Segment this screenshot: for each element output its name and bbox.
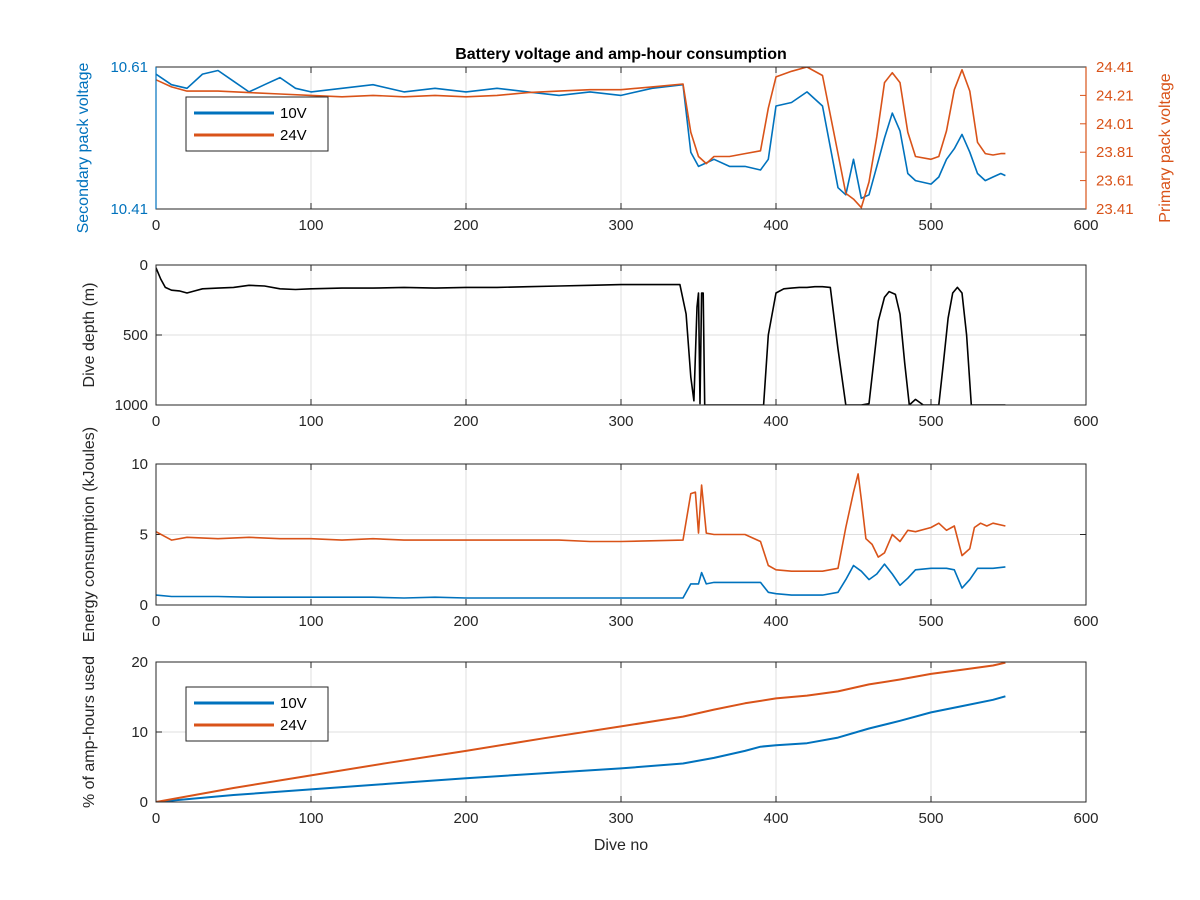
x-tick-label: 400 — [763, 217, 788, 234]
y-right-tick-label: 24.41 — [1096, 59, 1134, 76]
y-tick-label: 10.61 — [110, 59, 148, 76]
y-right-tick-label: 23.61 — [1096, 173, 1134, 190]
legend-label-24v: 24V — [280, 127, 307, 144]
y-right-tick-label: 24.21 — [1096, 87, 1134, 104]
panel-4: 0 100 200 300 400 500 600 0 10 20 % of amp-hours u… — [81, 654, 1099, 854]
x-tick-label: 200 — [453, 217, 478, 234]
x-tick-label: 500 — [918, 810, 943, 827]
series-line-1 — [156, 267, 1006, 405]
x-tick-label: 400 — [763, 613, 788, 630]
x-tick-label: 600 — [1073, 217, 1098, 234]
x-tick-label: 300 — [608, 810, 633, 827]
x-tick-label: 200 — [453, 413, 478, 430]
x-tick-label: 600 — [1073, 613, 1098, 630]
y-axis-label: Energy consumption (kJoules) — [81, 427, 98, 642]
x-tick-label: 100 — [298, 613, 323, 630]
x-tick-label: 600 — [1073, 413, 1098, 430]
x-tick-label: 100 — [298, 217, 323, 234]
x-tick-label: 600 — [1073, 810, 1098, 827]
y-tick-label: 10.41 — [110, 201, 148, 218]
series-line-24v — [156, 662, 1006, 802]
axes-frame — [155, 463, 1087, 606]
legend-label-10v: 10V — [280, 105, 307, 122]
x-tick-label: 0 — [152, 413, 160, 430]
axes-frame — [155, 661, 1087, 803]
panel-2: 0 100 200 300 400 500 600 0 500 1000 Dive depth (m… — [81, 257, 1099, 430]
y-right-tick-label: 23.81 — [1096, 144, 1134, 161]
series-line-24v — [156, 67, 1006, 209]
y-right-tick-label: 23.41 — [1096, 201, 1134, 218]
x-tick-label: 300 — [608, 413, 633, 430]
series-line-1 — [156, 473, 1006, 573]
x-tick-label: 500 — [918, 613, 943, 630]
series-group — [156, 473, 1006, 599]
series-line-2 — [156, 563, 1006, 599]
y-tick-label: 500 — [123, 327, 148, 344]
x-axis-label: Dive no — [594, 837, 648, 854]
legend-label-10v: 10V — [280, 695, 307, 712]
legend-label-24v: 24V — [280, 717, 307, 734]
x-tick-label: 100 — [298, 413, 323, 430]
y-tick-label: 0 — [140, 794, 148, 811]
y-tick-label: 1000 — [115, 397, 148, 414]
y-axis-label: Dive depth (m) — [81, 283, 98, 388]
y-tick-label: 5 — [140, 527, 148, 544]
y-tick-label: 10 — [131, 724, 148, 741]
chart-title: Battery voltage and amp-hour consumption — [455, 46, 787, 63]
y-tick-label: 20 — [131, 654, 148, 671]
x-tick-label: 0 — [152, 217, 160, 234]
panel-3: 0 100 200 300 400 500 600 0 5 10 Energy consumptio… — [81, 427, 1099, 642]
x-tick-label: 0 — [152, 613, 160, 630]
series-line-10v — [156, 69, 1006, 200]
y-axis-label: % of amp-hours used — [81, 656, 98, 808]
y-tick-label: 10 — [131, 456, 148, 473]
x-tick-label: 300 — [608, 217, 633, 234]
x-tick-label: 300 — [608, 613, 633, 630]
y-axis-label: Secondary pack voltage — [75, 63, 92, 234]
x-tick-label: 200 — [453, 613, 478, 630]
x-tick-label: 500 — [918, 217, 943, 234]
x-tick-label: 200 — [453, 810, 478, 827]
x-tick-label: 500 — [918, 413, 943, 430]
x-tick-label: 400 — [763, 810, 788, 827]
panel-1: 0 100 200 300 400 500 600 10.41 10.61 23.41 23.61 2… — [75, 46, 1174, 234]
y-right-axis-label: Primary pack voltage — [1157, 73, 1174, 222]
series-line-10v — [156, 695, 1006, 802]
series-group — [156, 67, 1006, 209]
x-tick-label: 0 — [152, 810, 160, 827]
y-tick-label: 0 — [140, 597, 148, 614]
axes-frame — [155, 264, 1087, 406]
legend-box — [185, 96, 329, 152]
y-tick-label: 0 — [140, 257, 148, 274]
series-group — [156, 662, 1006, 802]
x-tick-label: 100 — [298, 810, 323, 827]
series-group — [156, 267, 1006, 405]
x-tick-label: 400 — [763, 413, 788, 430]
y-right-tick-label: 24.01 — [1096, 116, 1134, 133]
legend-box — [185, 686, 329, 742]
